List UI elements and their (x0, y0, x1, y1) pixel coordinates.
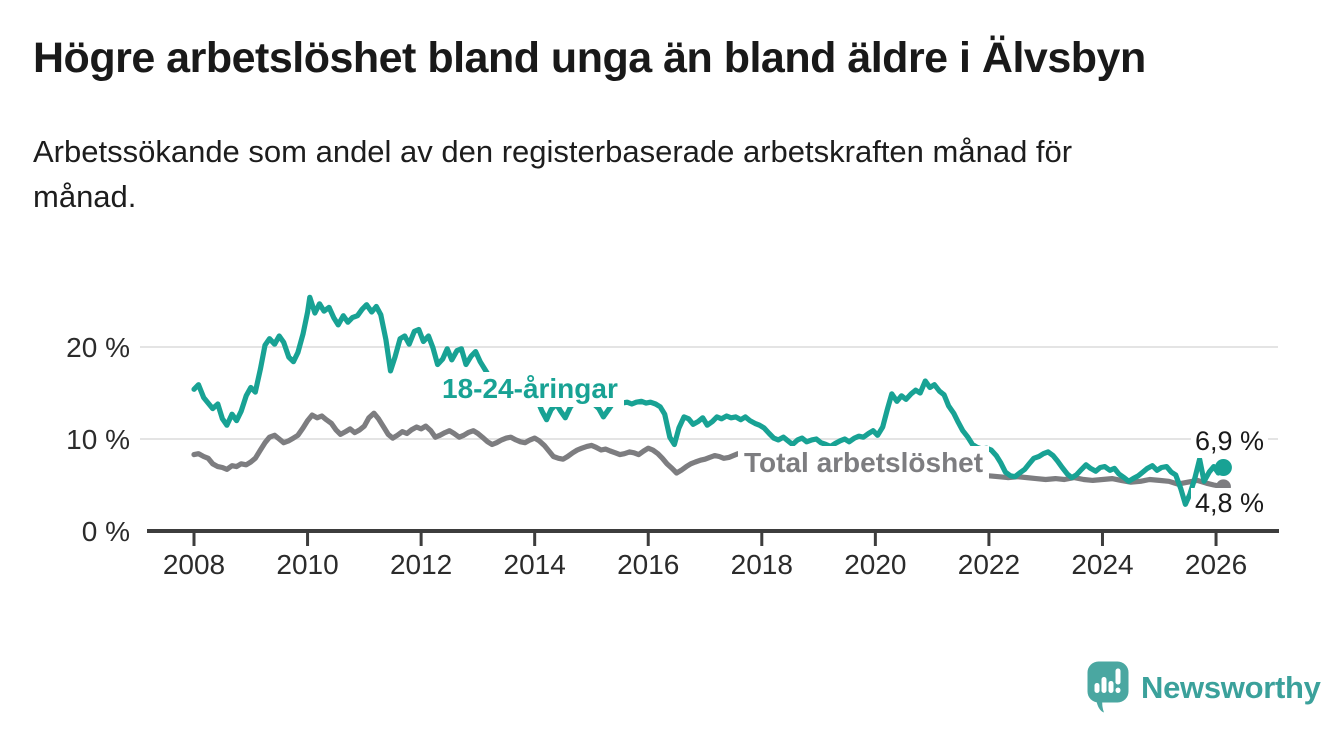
end-dot-youth (1214, 459, 1232, 477)
x-tick-label: 2014 (504, 549, 566, 580)
x-tick-label: 2018 (731, 549, 793, 580)
x-tick-label: 2026 (1185, 549, 1247, 580)
series-label-total: Total arbetslöshet (738, 446, 990, 481)
chart-subtitle: Arbetssökande som andel av den registerb… (33, 134, 1073, 214)
x-tick-label: 2020 (844, 549, 906, 580)
end-value-label-youth: 6,9 % (1191, 426, 1269, 458)
logo-exclamation-dot (1115, 687, 1121, 693)
logo-bar-small (1094, 683, 1100, 693)
newsworthy-logo-icon (1087, 661, 1129, 713)
x-tick-label: 2022 (958, 549, 1020, 580)
page-title: Högre arbetslöshet bland unga än bland ä… (33, 34, 1146, 82)
logo-bar-tall (1101, 677, 1107, 693)
newsworthy-logo: Newsworthy (1086, 660, 1321, 714)
x-tick-label: 2012 (390, 549, 452, 580)
y-tick-label: 20 % (66, 332, 130, 363)
x-tick-label: 2010 (276, 549, 338, 580)
newsworthy-wordmark: Newsworthy (1141, 669, 1321, 705)
logo-exclamation-bar (1115, 668, 1121, 685)
series-label-youth: 18-24-åringar (436, 372, 624, 407)
x-tick-label: 2008 (163, 549, 225, 580)
line-youth (191, 294, 1227, 507)
end-value-label-total: 4,8 % (1191, 488, 1269, 520)
x-tick-label: 2024 (1071, 549, 1133, 580)
y-tick-label: 10 % (66, 424, 130, 455)
x-tick-label: 2016 (617, 549, 679, 580)
logo-bar-medium (1108, 681, 1114, 693)
y-tick-label: 0 % (82, 516, 130, 547)
